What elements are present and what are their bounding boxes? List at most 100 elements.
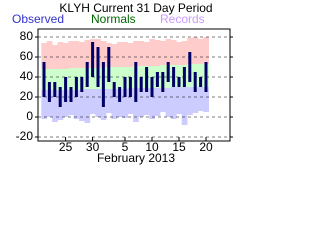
observed-bar [91, 42, 95, 77]
legend-entry: Records [160, 12, 205, 26]
observed-bar [64, 77, 68, 102]
record-high-band [149, 39, 155, 66]
observed-bar [155, 72, 159, 87]
record-low-band [138, 88, 145, 117]
record-low-band [165, 88, 172, 117]
record-low-band [84, 89, 91, 123]
observed-bar [74, 77, 78, 97]
record-high-band [192, 37, 199, 64]
normal-band [111, 67, 118, 89]
x-tick-label: 15 [172, 140, 186, 154]
record-high-band [116, 42, 123, 67]
record-low-band [149, 88, 155, 119]
y-tick-label: 40 [20, 69, 34, 83]
observed-bar [150, 77, 154, 97]
record-high-band [181, 41, 188, 65]
observed-bar [172, 67, 176, 87]
observed-bar [145, 67, 149, 92]
y-tick-label: 80 [20, 29, 34, 43]
record-high-band [143, 42, 150, 66]
record-high-band [122, 42, 128, 67]
record-high-band [127, 43, 134, 67]
record-low-band [176, 87, 182, 114]
record-low-band [95, 89, 101, 117]
observed-bar [53, 82, 57, 97]
record-low-band [106, 89, 112, 113]
normal-band [52, 69, 58, 90]
legend-entry: Observed [12, 12, 64, 26]
observed-bar [177, 77, 181, 87]
y-tick-label: 20 [20, 89, 34, 103]
record-high-band [46, 41, 53, 69]
observed-bar [123, 77, 127, 97]
observed-bar [101, 62, 105, 107]
record-low-band [154, 88, 161, 116]
record-low-band [187, 87, 193, 115]
record-high-band [62, 43, 69, 69]
observed-bar [128, 77, 132, 97]
observed-bar [204, 62, 208, 92]
normal-band [57, 69, 64, 90]
record-low-band [111, 89, 118, 119]
normal-band [46, 69, 53, 90]
record-low-band [41, 90, 47, 119]
normal-band [176, 65, 182, 87]
chart: KLYH Current 31 Day Period February 2013… [12, 1, 233, 166]
record-low-band [79, 90, 85, 121]
normal-band [116, 67, 123, 89]
record-high-band [133, 41, 139, 66]
x-tick-label: 20 [199, 140, 213, 154]
y-tick-label: 0 [26, 109, 33, 123]
record-high-band [52, 45, 58, 69]
observed-bar [182, 67, 186, 87]
observed-bar [166, 62, 170, 82]
x-tick-label: 5 [122, 140, 129, 154]
x-tick-label: 10 [145, 140, 159, 154]
normal-band [89, 68, 96, 89]
record-low-band [46, 90, 53, 117]
observed-bar [69, 87, 73, 102]
record-low-band [89, 89, 96, 114]
record-low-band [203, 87, 209, 112]
record-high-band [111, 44, 118, 67]
observed-bar [85, 62, 89, 87]
record-high-band [57, 42, 64, 69]
record-high-band [176, 42, 182, 65]
record-high-band [41, 43, 47, 69]
record-high-band [100, 41, 107, 67]
record-low-band [127, 88, 134, 114]
plot-frame [37, 28, 231, 142]
record-low-band [68, 90, 74, 115]
record-high-band [165, 39, 172, 65]
record-low-band [192, 87, 199, 113]
record-low-band [181, 87, 188, 125]
observed-bar [96, 47, 100, 87]
legend-entry: Normals [91, 12, 136, 26]
observed-bar [80, 77, 84, 92]
observed-bar [161, 72, 165, 92]
record-high-band [203, 37, 209, 64]
record-high-band [187, 38, 193, 64]
record-low-band [116, 89, 123, 117]
record-high-band [154, 40, 161, 66]
record-high-band [197, 39, 204, 64]
record-high-band [138, 41, 145, 66]
record-high-band [73, 41, 80, 68]
record-low-band [143, 88, 150, 115]
record-high-band [84, 40, 91, 68]
normal-band [68, 68, 74, 90]
observed-bar [107, 47, 111, 82]
observed-bar [112, 82, 116, 97]
record-high-band [160, 41, 166, 65]
chart-title: KLYH Current 31 Day Period [59, 1, 212, 15]
observed-bar [193, 72, 197, 92]
x-axis-label: February 2013 [97, 151, 175, 165]
record-high-band [68, 41, 74, 68]
observed-bar [118, 87, 122, 102]
y-tick-label: -20 [16, 129, 34, 143]
observed-bar [58, 87, 62, 107]
record-low-band [133, 88, 139, 122]
observed-bar [42, 62, 46, 97]
record-low-band [62, 90, 69, 117]
observed-bar [47, 82, 51, 102]
